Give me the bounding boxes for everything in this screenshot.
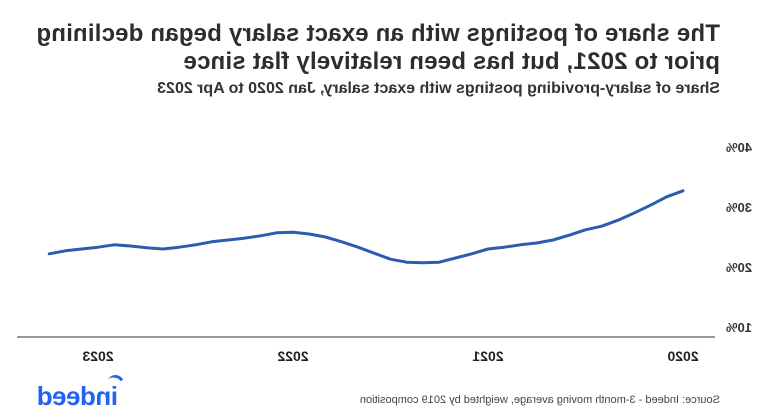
- x-tick-label: 2021: [472, 348, 503, 364]
- x-tick-label: 2020: [667, 348, 698, 364]
- y-tick-label: 20%: [726, 260, 752, 275]
- x-tick-label: 2023: [82, 348, 113, 364]
- source-note: Source: Indeed - 3-month moving average,…: [359, 394, 720, 406]
- y-tick-label: 10%: [726, 320, 752, 335]
- x-axis: 2020 2021 2022 2023: [82, 348, 698, 364]
- y-tick-label: 40%: [726, 140, 752, 155]
- y-axis: 10% 20% 30% 40%: [726, 140, 752, 335]
- y-tick-label: 30%: [726, 200, 752, 215]
- series-line: [47, 189, 685, 265]
- indeed-logo: indeed: [37, 372, 127, 412]
- x-tick-label: 2022: [277, 348, 308, 364]
